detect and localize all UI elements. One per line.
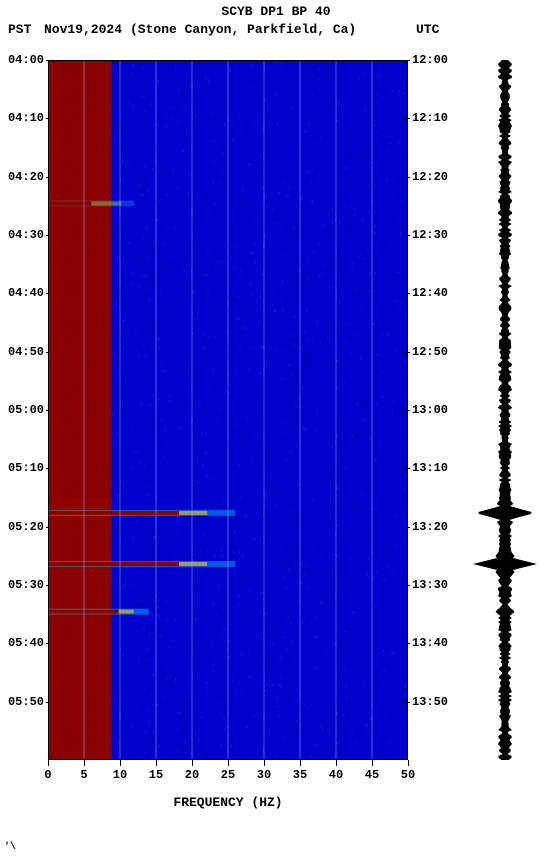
xtick: 35 [293,768,307,782]
xtick: 15 [149,768,163,782]
xtick: 25 [221,768,235,782]
left-ytick: 04:10 [8,111,44,125]
right-ytick: 12:30 [412,228,448,242]
xtick: 45 [365,768,379,782]
xtick: 10 [113,768,127,782]
x-axis: 05101520253035404550 [48,760,408,790]
tz-right-label: UTC [416,22,439,37]
xtick: 30 [257,768,271,782]
y-axis-right: 12:0012:1012:2012:3012:4012:5013:0013:10… [410,60,456,760]
right-ytick: 12:10 [412,111,448,125]
left-ytick: 05:30 [8,578,44,592]
xtick: 0 [44,768,51,782]
left-ytick: 05:40 [8,636,44,650]
right-ytick: 13:10 [412,461,448,475]
left-ytick: 05:10 [8,461,44,475]
left-ytick: 04:20 [8,170,44,184]
left-ytick: 05:50 [8,695,44,709]
left-ytick: 04:40 [8,286,44,300]
right-ytick: 12:40 [412,286,448,300]
left-ytick: 05:20 [8,520,44,534]
xtick: 40 [329,768,343,782]
right-ytick: 13:20 [412,520,448,534]
left-ytick: 04:00 [8,53,44,67]
tz-left-label: PST [8,22,31,37]
waveform-plot [470,60,540,760]
spectrogram-plot [48,60,408,760]
left-ytick: 04:50 [8,345,44,359]
xtick: 20 [185,768,199,782]
right-ytick: 12:50 [412,345,448,359]
right-ytick: 12:20 [412,170,448,184]
right-ytick: 13:00 [412,403,448,417]
right-ytick: 13:30 [412,578,448,592]
date-label: Nov19,2024 [44,22,122,37]
left-ytick: 05:00 [8,403,44,417]
xtick: 50 [401,768,415,782]
x-axis-label: FREQUENCY (HZ) [48,795,408,810]
xtick: 5 [80,768,87,782]
right-ytick: 13:50 [412,695,448,709]
left-ytick: 04:30 [8,228,44,242]
y-axis-left: 04:0004:1004:2004:3004:4004:5005:0005:10… [0,60,46,760]
footnote: '\ [4,842,16,853]
chart-title: SCYB DP1 BP 40 [0,4,552,19]
location-label: (Stone Canyon, Parkfield, Ca) [130,22,356,37]
right-ytick: 12:00 [412,53,448,67]
right-ytick: 13:40 [412,636,448,650]
